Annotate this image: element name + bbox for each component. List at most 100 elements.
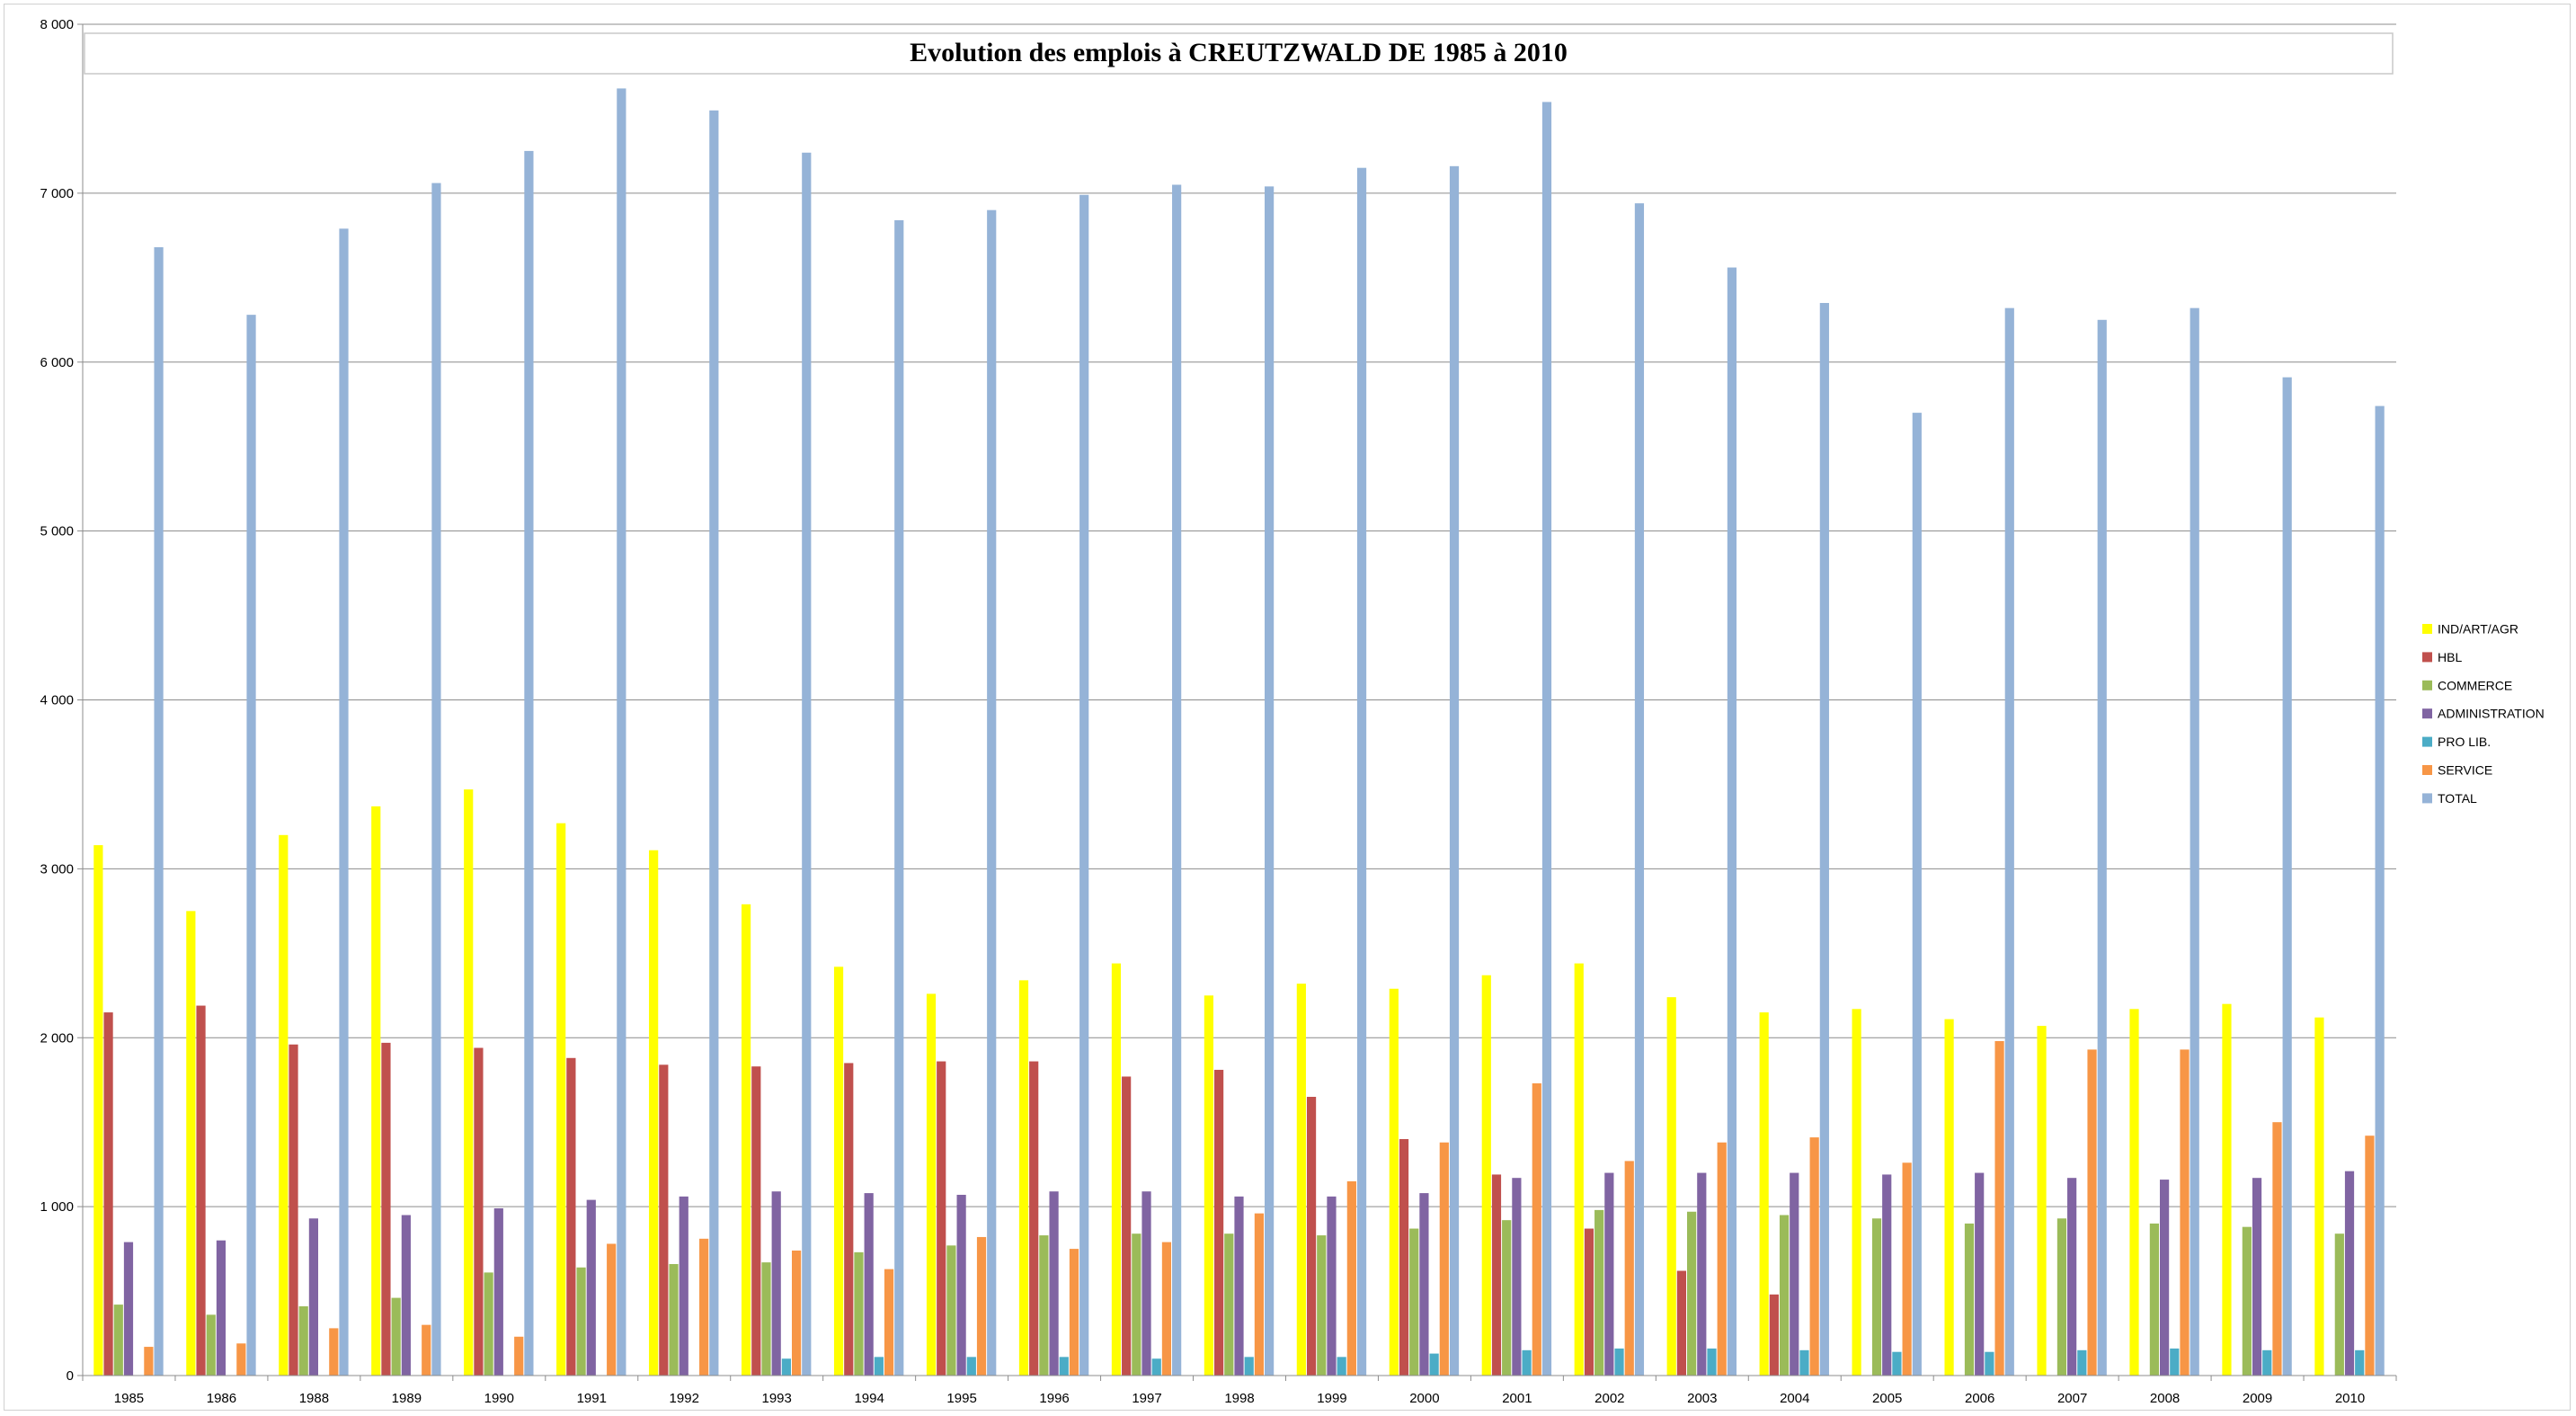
bar xyxy=(1594,1209,1604,1376)
legend-swatch xyxy=(2422,765,2432,775)
y-tick-label: 2 000 xyxy=(40,1030,74,1046)
x-tick-label: 2003 xyxy=(1687,1391,1717,1406)
bar xyxy=(1502,1220,1512,1376)
bar xyxy=(1049,1191,1059,1376)
bar xyxy=(2252,1178,2262,1376)
bar xyxy=(1614,1348,1624,1376)
bar xyxy=(576,1267,586,1376)
bar xyxy=(2160,1180,2170,1376)
bar xyxy=(1727,267,1737,1376)
bar xyxy=(1079,194,1089,1376)
bar xyxy=(833,966,844,1376)
bar xyxy=(524,150,534,1376)
legend-swatch xyxy=(2422,793,2432,804)
bar xyxy=(2170,1348,2180,1376)
x-tick-label: 1986 xyxy=(207,1391,236,1406)
bar xyxy=(617,88,626,1376)
bar xyxy=(2334,1233,2344,1376)
legend-label: COMMERCE xyxy=(2438,678,2512,692)
bar xyxy=(874,1357,884,1376)
bar xyxy=(926,993,937,1376)
bar xyxy=(1265,186,1275,1376)
legend: IND/ART/AGR HBL COMMERCE ADMINISTRATION PRO … xyxy=(2422,622,2545,806)
bar xyxy=(1541,102,1552,1376)
bar xyxy=(742,904,751,1376)
x-tick-label: 2000 xyxy=(1409,1391,1439,1406)
legend-label: ADMINISTRATION xyxy=(2438,707,2545,721)
y-tick-label: 6 000 xyxy=(40,355,74,370)
legend-label: SERVICE xyxy=(2438,763,2492,778)
chart-title: Evolution des emplois à CREUTZWALD DE 19… xyxy=(910,38,1568,67)
bar xyxy=(709,110,719,1376)
bar xyxy=(1429,1353,1439,1376)
y-tick-label: 1 000 xyxy=(40,1199,74,1215)
bar xyxy=(1604,1172,1614,1376)
bar xyxy=(1717,1142,1727,1376)
bar xyxy=(1964,1223,1975,1376)
bar xyxy=(1172,184,1182,1376)
bar xyxy=(854,1251,864,1376)
bar xyxy=(771,1191,781,1376)
bar xyxy=(246,315,256,1376)
bar xyxy=(1029,1061,1039,1376)
bar xyxy=(2190,307,2199,1376)
bar xyxy=(2129,1009,2139,1376)
bar xyxy=(2272,1122,2282,1376)
bar xyxy=(2355,1349,2365,1376)
bar xyxy=(1161,1242,1172,1376)
bar xyxy=(2087,1049,2097,1376)
y-tick-label: 0 xyxy=(67,1368,74,1384)
bar xyxy=(1296,984,1306,1376)
legend-swatch xyxy=(2422,624,2432,634)
x-tick-label: 2007 xyxy=(2057,1391,2087,1406)
bar xyxy=(2097,319,2107,1376)
bar xyxy=(329,1328,339,1376)
bar xyxy=(1759,1012,1769,1376)
x-tick-label: 1998 xyxy=(1224,1391,1254,1406)
bar xyxy=(1697,1172,1707,1376)
x-tick-label: 1989 xyxy=(392,1391,422,1406)
bar xyxy=(2067,1178,2077,1376)
title-box: Evolution des emplois à CREUTZWALD DE 19… xyxy=(84,32,2394,75)
x-tick-label: 1995 xyxy=(946,1391,976,1406)
x-tick-label: 1996 xyxy=(1039,1391,1069,1406)
bar xyxy=(1389,988,1399,1376)
bar xyxy=(1912,413,1922,1376)
bar xyxy=(2282,377,2292,1376)
bar xyxy=(1337,1357,1346,1376)
bar xyxy=(884,1269,894,1376)
bar xyxy=(1809,1137,1819,1376)
bar xyxy=(2344,1171,2355,1376)
legend-swatch xyxy=(2422,652,2432,663)
bar xyxy=(2375,405,2385,1376)
bar xyxy=(1439,1142,1449,1376)
x-tick-label: 1991 xyxy=(577,1391,607,1406)
chart-frame xyxy=(4,4,2571,1411)
bar xyxy=(1151,1358,1161,1376)
bar xyxy=(431,183,441,1376)
bar xyxy=(1985,1351,1994,1376)
legend-swatch xyxy=(2422,680,2432,690)
bar xyxy=(391,1297,401,1376)
bar xyxy=(1214,1069,1224,1376)
bar xyxy=(2056,1218,2067,1376)
bar xyxy=(1132,1233,1141,1376)
bar xyxy=(607,1243,617,1376)
legend-label: IND/ART/AGR xyxy=(2438,622,2518,637)
bar xyxy=(976,1236,987,1376)
bar xyxy=(781,1358,791,1376)
x-tick-label: 2005 xyxy=(1872,1391,1902,1406)
bar xyxy=(802,152,812,1376)
bar xyxy=(679,1196,688,1376)
bar xyxy=(1944,1019,1954,1376)
bar xyxy=(1069,1249,1079,1376)
bar xyxy=(1532,1082,1541,1376)
bar xyxy=(1819,302,1829,1376)
bar xyxy=(1399,1138,1409,1376)
x-tick-label: 1994 xyxy=(854,1391,884,1406)
bar xyxy=(1254,1213,1264,1376)
bar xyxy=(1892,1351,1902,1376)
bar xyxy=(484,1272,493,1376)
x-tick-label: 2002 xyxy=(1594,1391,1624,1406)
axes: 0 1 000 2 000 3 000 4 000 5 000 6 000 7 000 8 00… xyxy=(40,17,2397,1406)
